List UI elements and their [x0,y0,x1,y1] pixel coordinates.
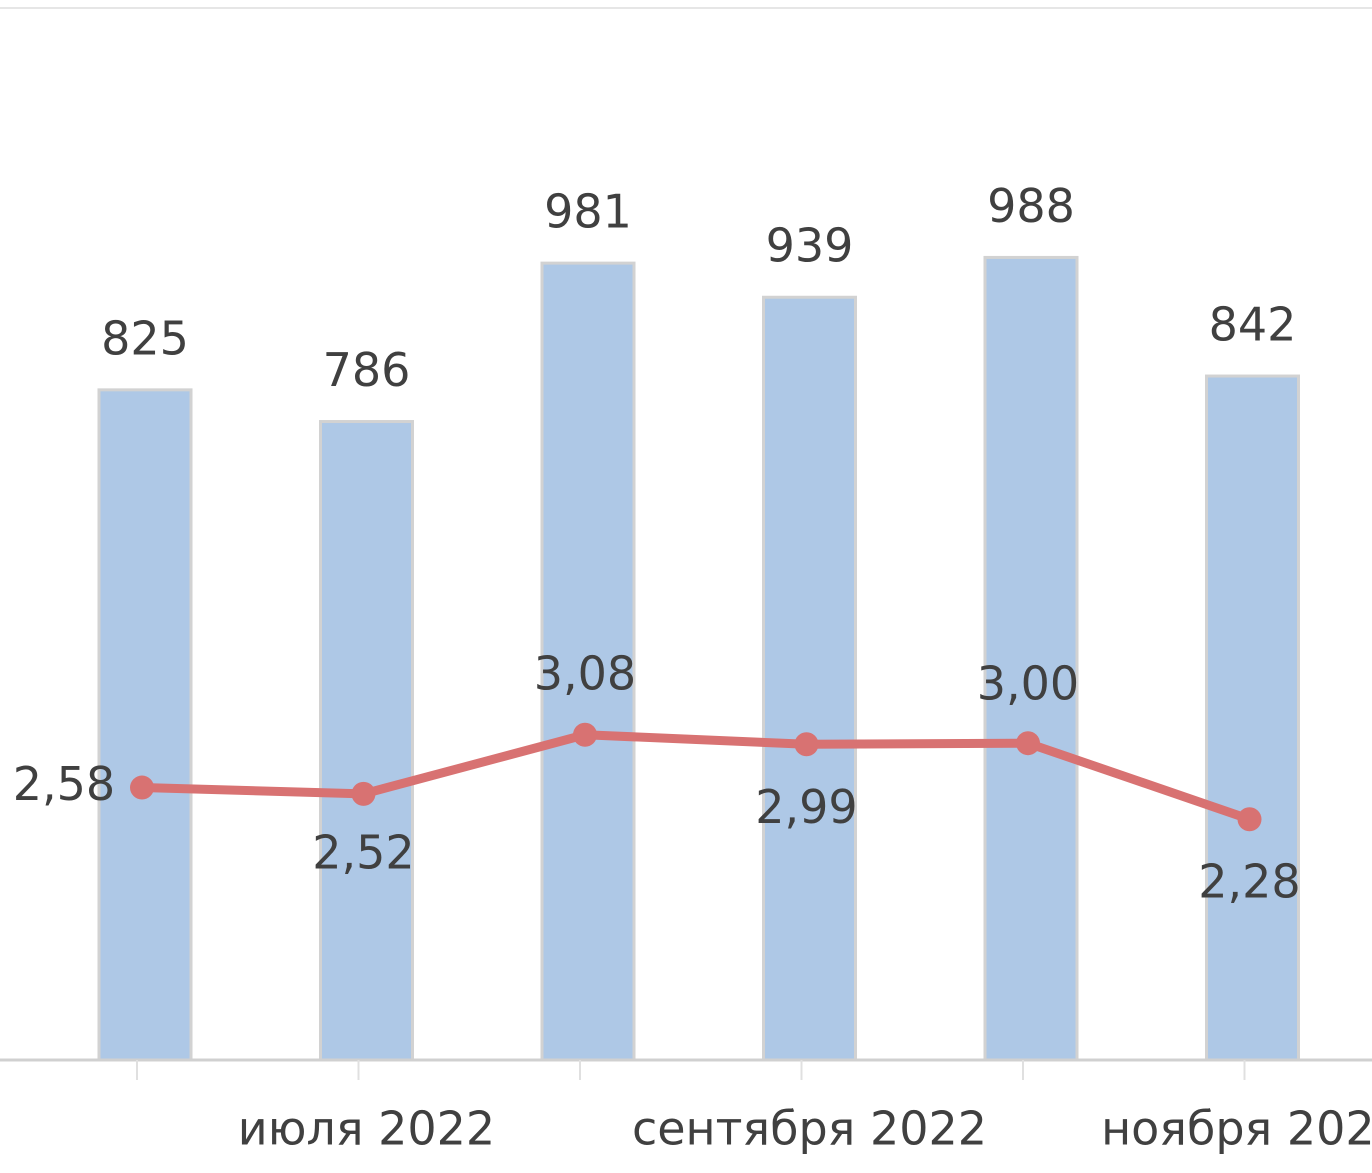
x-tick-label: июля 2022 [238,1102,495,1156]
line [141,730,1251,824]
line-point [1016,731,1040,756]
bar [983,255,1079,1062]
bar-label: 825 [101,311,189,365]
line-point [351,781,376,806]
line-point [794,732,819,757]
bar [97,388,193,1062]
line-point [573,722,597,747]
bar [1205,374,1300,1062]
line-label: 3,08 [534,646,636,700]
bar-label: 988 [987,179,1075,233]
bar-label: 939 [766,219,854,273]
line-label: 2,99 [755,780,857,834]
x-tick-label: ноября 2022 [1101,1102,1372,1156]
bar [319,420,414,1062]
bar-label: 842 [1209,298,1297,352]
line-label: 3,00 [977,657,1079,711]
bar-label: 786 [323,343,411,397]
line-label: 2,28 [1198,855,1300,909]
bar [762,295,857,1062]
line-point [130,775,154,800]
x-tick-label: сентября 2022 [632,1102,987,1156]
line-point [1237,807,1262,832]
bar-label: 981 [544,185,632,239]
line-label: 2,58 [13,757,115,811]
line-label: 2,52 [312,825,414,879]
